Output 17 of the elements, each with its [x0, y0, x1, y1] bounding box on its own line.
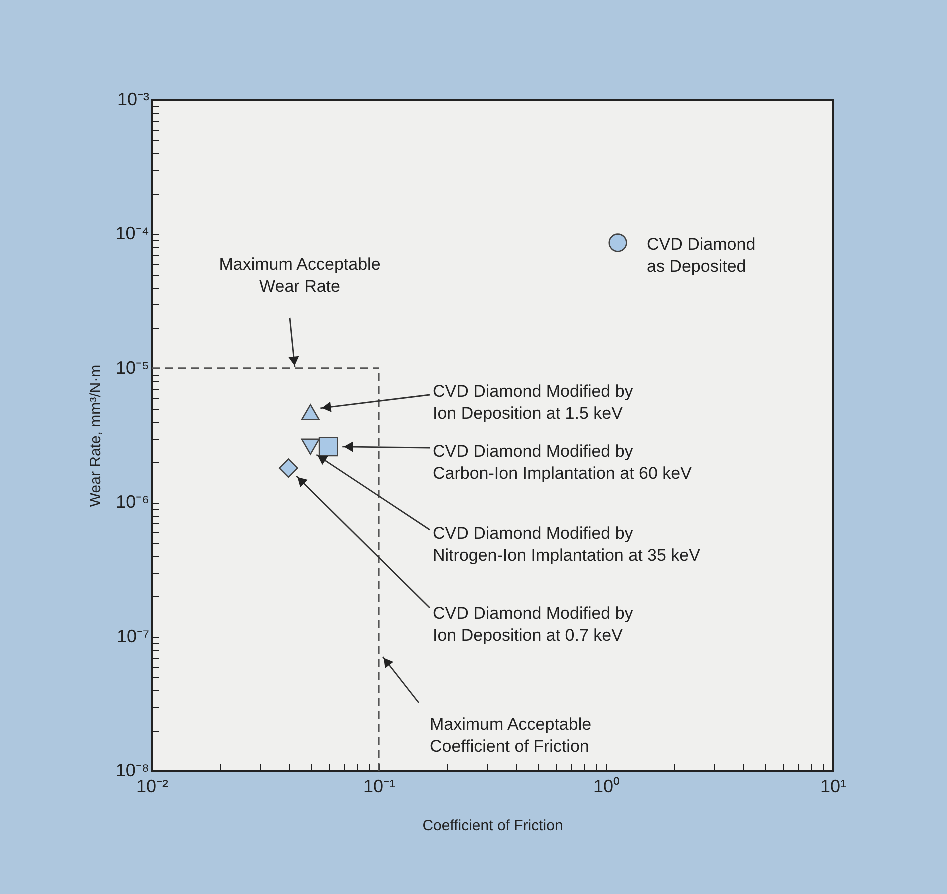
x-tick-label: 10⁰ [593, 776, 620, 796]
y-tick-label: 10⁻⁶ [116, 492, 150, 512]
text: CVD Diamond Modified by Ion Deposition at 0.7 keV [433, 604, 634, 645]
ref-line-label: Maximum Acceptable Coefficient of Friction [430, 715, 592, 756]
text: CVD Diamond Modified by Ion Deposition at 1.5 keV [433, 382, 634, 423]
y-tick-label: 10⁻⁷ [116, 626, 150, 646]
text: CVD Diamond Modified by Carbon-Ion Implantation at 60 keV [433, 442, 693, 483]
x-tick-label: 10⁻¹ [363, 776, 396, 796]
x-axis-title: Coefficient of Friction [422, 818, 564, 834]
text: CVD Diamond Modified by Nitrogen-Ion Implantation at 35 keV [433, 524, 702, 565]
series-label: CVD Diamond as Deposited [647, 235, 756, 276]
x-tick-label: 10¹ [820, 776, 847, 796]
y-tick-label: 10⁻³ [117, 90, 150, 110]
y-tick-label: 10⁻⁵ [116, 358, 150, 378]
ref-line-label: Maximum Acceptable Wear Rate [219, 255, 381, 296]
y-tick-label: 10⁻⁴ [116, 224, 150, 244]
y-axis-title: Wear Rate, mm³/N·m [88, 364, 105, 508]
